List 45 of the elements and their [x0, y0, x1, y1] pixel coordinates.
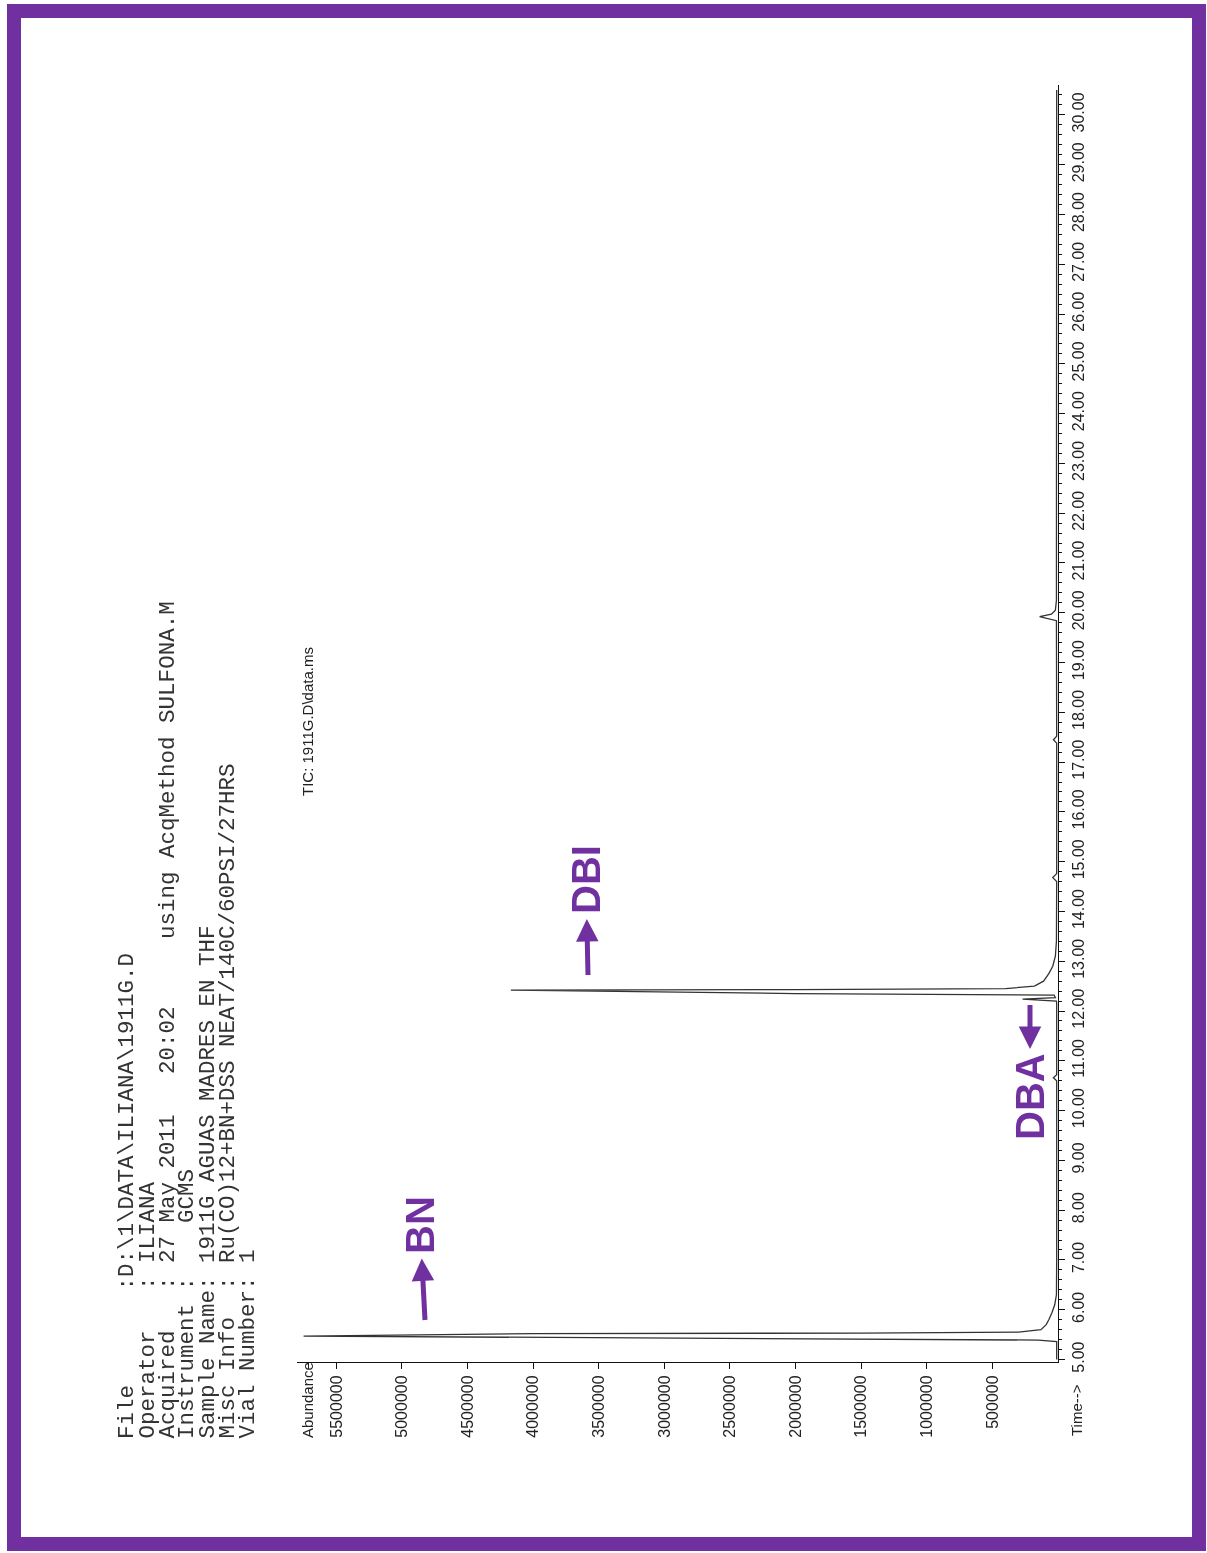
- annotation: DBA: [1008, 1053, 1052, 1140]
- text: Abundance: [299, 1362, 316, 1438]
- y-tick-label: 30.00: [1070, 92, 1088, 133]
- y-tick-label: 12.00: [1070, 988, 1088, 1029]
- annotation: DBI: [564, 845, 608, 914]
- y-tick-label: 20.00: [1070, 590, 1088, 631]
- annotation: BN: [398, 1196, 442, 1254]
- y-tick-label: 7.00: [1070, 1241, 1088, 1274]
- text: TIC: 1911G.D\data.ms: [299, 647, 316, 796]
- y-tick-label: 6.00: [1070, 1291, 1088, 1323]
- y-tick-label: 27.00: [1070, 241, 1088, 282]
- x-tick-label: 3500000: [589, 1375, 607, 1438]
- text: File :D:\1\DATA\ILIANA\1911G.D: [114, 952, 140, 1439]
- x-tick-label: 1500000: [852, 1375, 870, 1438]
- x-tick-label: 4000000: [524, 1375, 542, 1438]
- y-tick-label: 13.00: [1070, 938, 1088, 979]
- y-tick-label: 24.00: [1070, 391, 1088, 432]
- x-tick-label: 2000000: [786, 1375, 804, 1438]
- y-tick-label: 22.00: [1070, 490, 1088, 531]
- y-tick-label: 5.00: [1070, 1341, 1088, 1373]
- y-tick-label: 17.00: [1070, 739, 1088, 780]
- y-tick-label: 18.00: [1070, 689, 1088, 730]
- y-tick-label: 16.00: [1070, 789, 1088, 830]
- y-tick-label: 26.00: [1070, 291, 1088, 332]
- x-tick-label: 4500000: [458, 1375, 476, 1438]
- y-tick-label: 23.00: [1070, 440, 1088, 481]
- x-tick-label: 5500000: [327, 1375, 345, 1438]
- y-tick-label: 11.00: [1070, 1038, 1088, 1078]
- y-tick-label: 25.00: [1070, 341, 1088, 382]
- y-tick-label: 9.00: [1070, 1142, 1088, 1174]
- y-tick-label: 15.00: [1070, 839, 1088, 880]
- x-tick-label: 500000: [983, 1375, 1001, 1429]
- y-tick-label: 29.00: [1070, 142, 1088, 183]
- y-tick-label: 19.00: [1070, 639, 1088, 681]
- x-tick-label: 3000000: [655, 1375, 673, 1438]
- x-tick-label: 5000000: [393, 1375, 411, 1438]
- y-tick-label: 8.00: [1070, 1192, 1088, 1224]
- y-tick-label: 14.00: [1070, 888, 1088, 930]
- y-axis-title: Time-->: [1068, 1384, 1085, 1436]
- y-tick-label: 10.00: [1070, 1088, 1088, 1129]
- x-tick-label: 2500000: [721, 1375, 739, 1438]
- y-tick-label: 21.00: [1070, 540, 1088, 581]
- line-series: [302, 89, 1058, 1361]
- y-tick-label: 28.00: [1070, 191, 1088, 233]
- x-tick-label: 1000000: [917, 1375, 935, 1438]
